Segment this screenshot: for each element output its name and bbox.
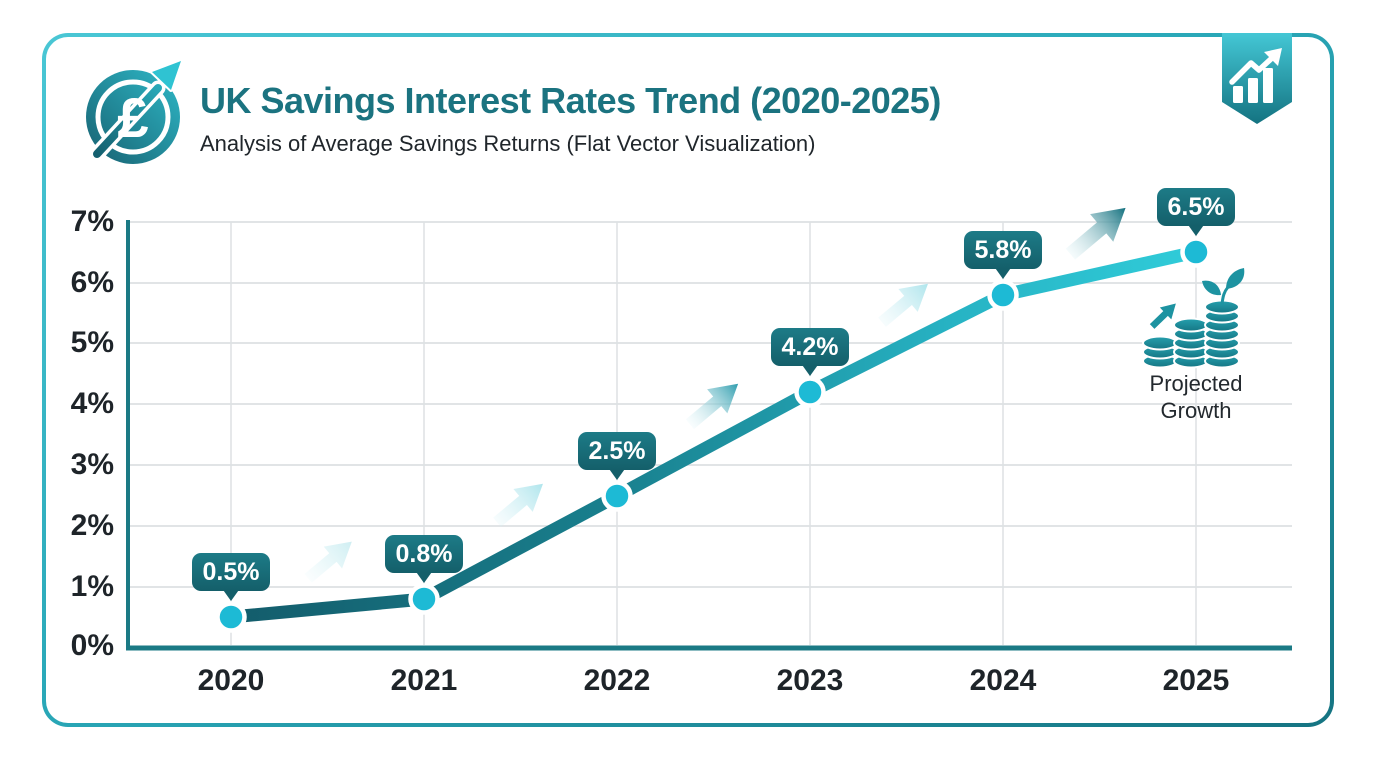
page-title: UK Savings Interest Rates Trend (2020-20… — [200, 80, 941, 121]
page-subtitle: Analysis of Average Savings Returns (Fla… — [200, 131, 816, 156]
